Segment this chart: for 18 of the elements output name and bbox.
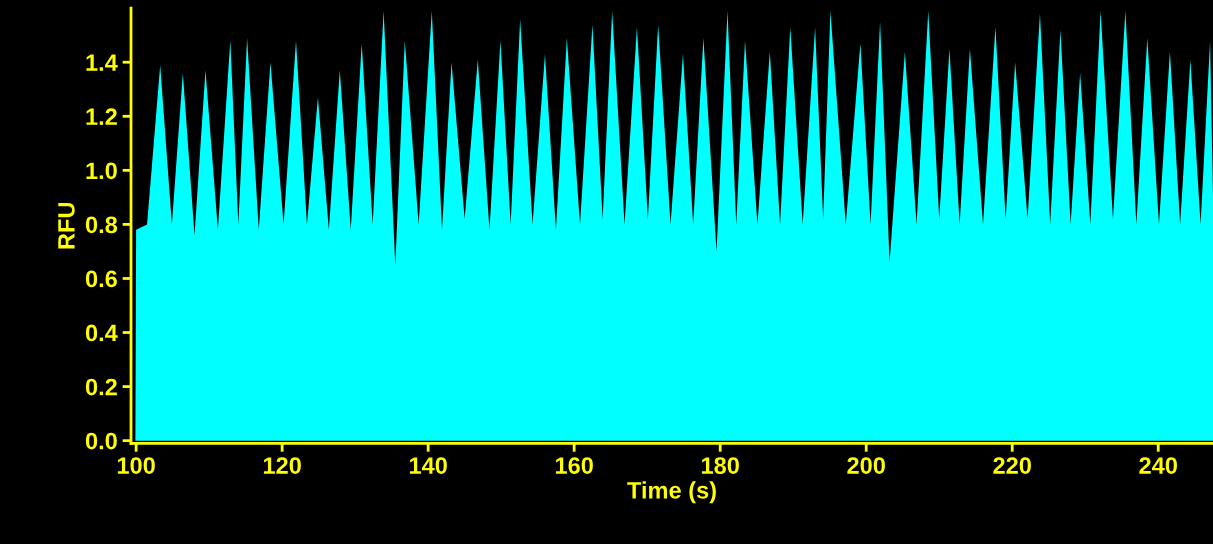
y-tick-label: 1.0 bbox=[86, 162, 117, 180]
y-tick-label: 1.4 bbox=[86, 54, 118, 71]
x-tick-label: 160 bbox=[555, 457, 593, 474]
x-axis-title: Time (s) bbox=[627, 481, 716, 504]
x-tick-label: 140 bbox=[409, 457, 447, 474]
y-tick-label: 0.4 bbox=[85, 324, 118, 342]
y-axis-title: RFU bbox=[58, 202, 75, 249]
y-tick-label: 0.6 bbox=[85, 270, 117, 288]
y-tick-label: 0.2 bbox=[85, 378, 117, 396]
y-tick-label: 0.0 bbox=[85, 432, 117, 450]
y-tick-label: 1.2 bbox=[86, 108, 117, 125]
x-tick-label: 100 bbox=[117, 457, 155, 474]
x-tick-label: 220 bbox=[993, 457, 1031, 474]
x-tick-label: 180 bbox=[701, 457, 739, 474]
x-tick-label: 200 bbox=[847, 457, 885, 474]
y-tick-label: 0.8 bbox=[85, 216, 118, 234]
x-tick-label: 120 bbox=[263, 457, 301, 474]
x-tick-label: 240 bbox=[1139, 457, 1177, 474]
